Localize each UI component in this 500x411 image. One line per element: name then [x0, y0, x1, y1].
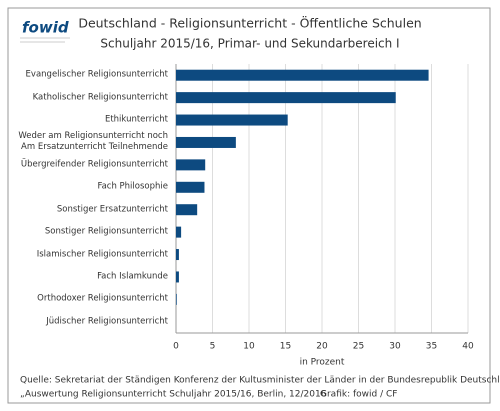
y-tick-label: Weder am Religionsunterricht noch Am Ers… — [18, 131, 168, 153]
x-axis-label: in Prozent — [300, 358, 345, 368]
x-tick-label: 40 — [462, 342, 474, 352]
y-tick-label: Übergreifender Religionsunterricht — [20, 159, 168, 170]
bar — [176, 181, 205, 193]
x-tick-label: 15 — [280, 342, 291, 352]
bar — [176, 114, 288, 126]
bar — [176, 293, 177, 305]
y-tick-label: Katholischer Religionsunterricht — [32, 92, 168, 103]
y-tick-label: Fach Islamkunde — [97, 271, 168, 282]
credit: Grafik: fowid / CF — [320, 390, 397, 400]
bar — [176, 92, 396, 104]
y-tick-label: Jüdischer Religionsunterricht — [46, 316, 168, 327]
y-tick-label: Sonstiger Religionsunterricht — [44, 226, 168, 237]
x-tick-label: 10 — [243, 342, 255, 352]
x-tick-label: 0 — [173, 342, 179, 352]
frame — [7, 7, 491, 404]
y-tick-label: Evangelischer Religionsunterricht — [25, 69, 168, 80]
bar — [176, 271, 179, 283]
y-tick-label: Ethikunterricht — [104, 114, 168, 125]
bar — [176, 136, 236, 148]
x-tick-label: 30 — [389, 342, 401, 352]
bar — [176, 69, 429, 81]
bar — [176, 159, 206, 171]
y-tick-label: Islamischer Religionsunterricht — [36, 249, 168, 260]
x-tick-label: 35 — [426, 342, 437, 352]
y-tick-label: Orthodoxer Religionsunterricht — [37, 293, 168, 304]
x-tick-label: 25 — [353, 342, 364, 352]
footer: „Auswertung Religionsunterricht Schuljah… — [20, 390, 327, 400]
y-tick-label: Sonstiger Ersatzunterricht — [56, 204, 168, 215]
x-tick-label: 20 — [316, 342, 328, 352]
x-tick-label: 5 — [210, 342, 216, 352]
logo: fowid — [22, 19, 69, 37]
chart-title: Deutschland - Religionsunterricht - Öffe… — [78, 15, 421, 31]
bar — [176, 204, 198, 216]
y-tick-label: Fach Philosophie — [97, 181, 168, 192]
chart-subtitle: Schuljahr 2015/16, Primar- und Sekundarb… — [100, 37, 399, 51]
bar — [176, 226, 182, 238]
footer: Quelle: Sekretariat der Ständigen Konfer… — [20, 376, 500, 386]
bar — [176, 249, 179, 261]
